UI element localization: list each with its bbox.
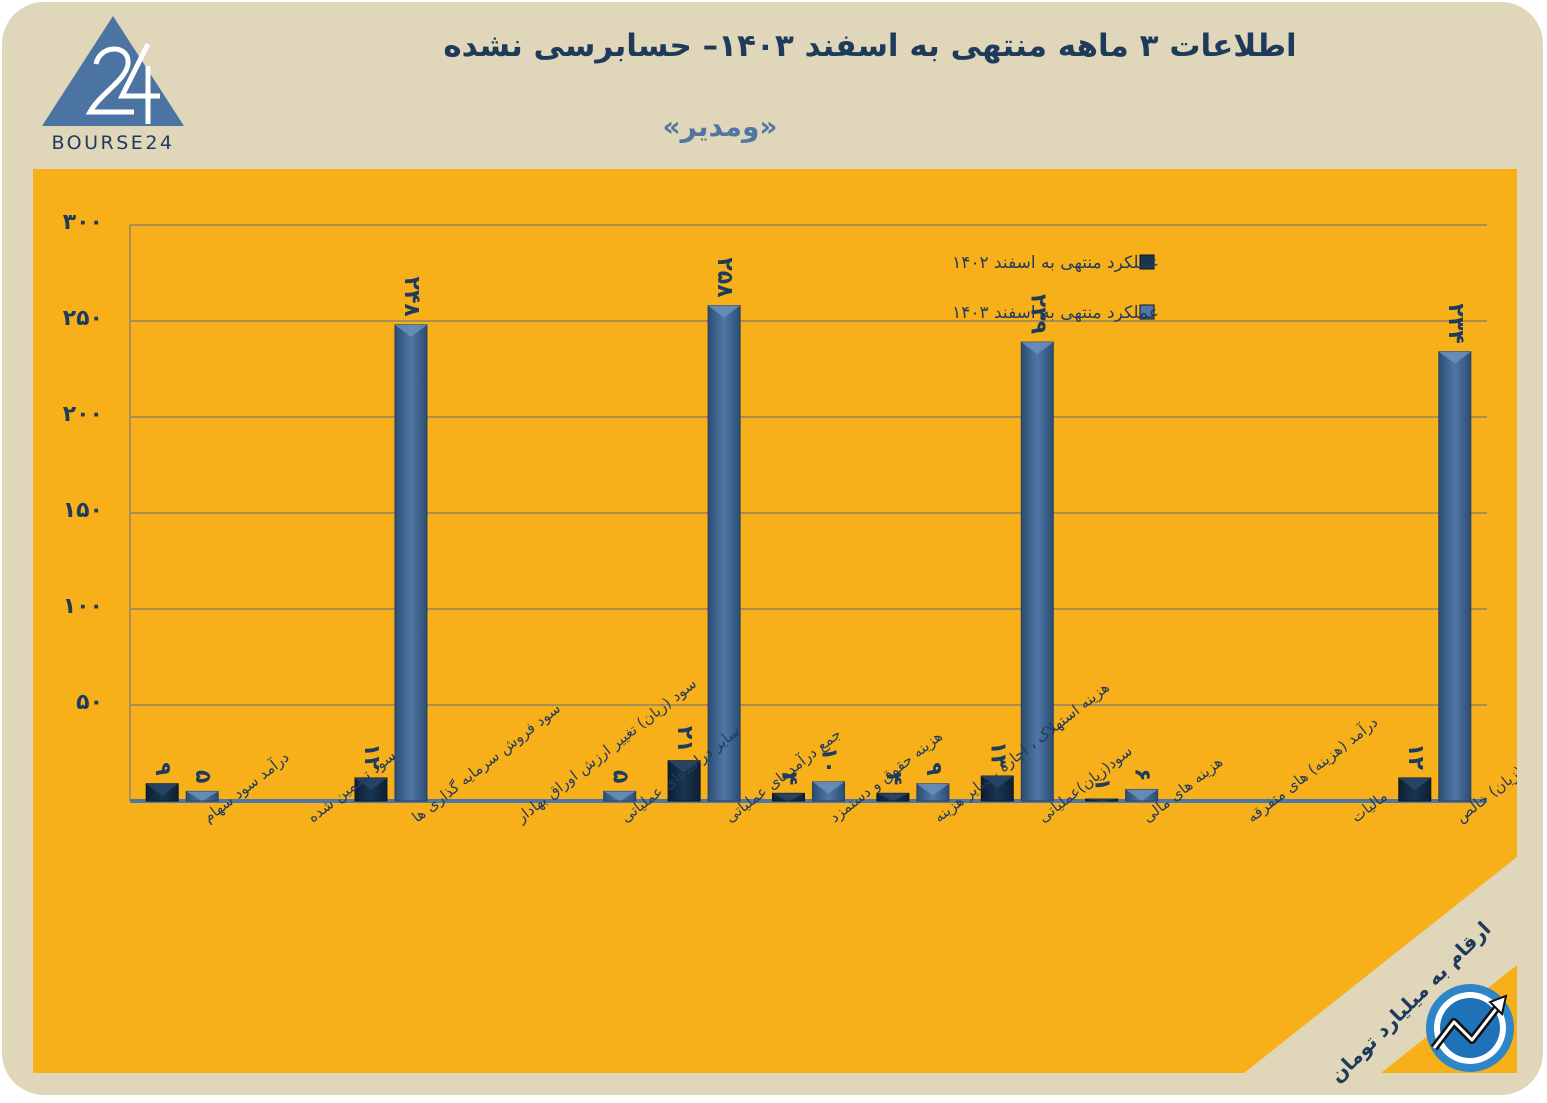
trend-arrow-icon [1426, 984, 1514, 1072]
value-label: ۲۴۸ [399, 277, 424, 318]
legend-swatch [1139, 304, 1155, 320]
bar-bevel [1438, 351, 1471, 364]
bar-bevel [1021, 342, 1054, 355]
chart-panel: ۵۰ ۱۰۰ ۱۵۰ ۲۰۰ ۲۵۰ ۳۰۰ ۹ ۱۲ ۲۱ ۴ ۴ ۱۳ ۱ ۱۲ ۵ ۲۴۸ ۵ ۲۵۸ ۱۰… [33, 169, 1517, 1073]
y-tick-label: ۲۰۰ [63, 402, 103, 427]
legend: عملکرد منتهی به اسفند ۱۴۰۲ عملکرد منتهی ب… [952, 253, 1159, 323]
value-label: ۱۲ [359, 743, 384, 770]
value-label: ۱۰ [817, 747, 842, 774]
y-tick-label: ۱۵۰ [63, 498, 103, 523]
bar-bevel [186, 791, 219, 801]
bar-bevel [981, 776, 1014, 789]
value-label: ۲۵۸ [712, 257, 737, 298]
value-label: ۲۳۹ [1025, 294, 1050, 334]
bar-bevel [1125, 789, 1158, 801]
bar-bevel [1398, 777, 1431, 790]
value-label: ۹ [921, 762, 946, 775]
y-tick-label: ۱۰۰ [63, 594, 103, 619]
bar-bevel [812, 781, 845, 794]
bar-bevel [354, 777, 387, 790]
y-tick-label: ۲۵۰ [63, 306, 103, 331]
bar-bevel [146, 783, 179, 796]
company-name: «ومدیر» [662, 110, 778, 143]
value-label: ۶ [1130, 768, 1155, 781]
value-label: ۱۲ [1403, 743, 1428, 770]
bar-bevel [708, 305, 741, 318]
gridlines [130, 224, 1487, 706]
bar-bevel [1085, 799, 1118, 801]
bar-chart: ۵۰ ۱۰۰ ۱۵۰ ۲۰۰ ۲۵۰ ۳۰۰ ۹ ۱۲ ۲۱ ۴ ۴ ۱۳ ۱ ۱۲ ۵ ۲۴۸ ۵ ۲۵۸ ۱۰… [63, 210, 1517, 827]
value-label: ۵ [190, 770, 215, 783]
value-label: ۱ [1090, 778, 1115, 791]
bourse24-logo [42, 16, 184, 126]
value-label: ۲۱ [672, 726, 697, 753]
value-label: ۵ [608, 770, 633, 783]
legend-label: عملکرد منتهی به اسفند ۱۴۰۳ [952, 303, 1159, 323]
note-band [1244, 857, 1517, 1073]
bar-bevel [668, 760, 701, 773]
value-label: ۴ [881, 772, 906, 785]
bar-bevel [772, 793, 805, 801]
value-label: ۱۳ [985, 741, 1010, 768]
bar [1438, 351, 1472, 802]
bar [1020, 341, 1054, 802]
legend-swatch [1139, 254, 1155, 270]
y-tick-label: ۳۰۰ [63, 210, 103, 235]
legend-label: عملکرد منتهی به اسفند ۱۴۰۲ [952, 253, 1159, 273]
value-label: ۴ [777, 772, 802, 785]
bar-bevel [603, 791, 636, 801]
bars [145, 305, 1472, 802]
value-labels: ۹ ۱۲ ۲۱ ۴ ۴ ۱۳ ۱ ۱۲ ۵ ۲۴۸ ۵ ۲۵۸ ۱۰ ۹ ۲۳۹ ۶ ۲۳۴ [150, 257, 1468, 791]
bar-bevel [394, 324, 427, 337]
bar-bevel [916, 783, 949, 796]
value-label: ۲۳۴ [1443, 303, 1468, 343]
y-tick-label: ۵۰ [76, 690, 103, 715]
bar-bevel [876, 793, 909, 801]
page-title: اطلاعات ۳ ماهه منتهی به اسفند ۱۴۰۳– حساب… [443, 28, 1297, 64]
value-label: ۹ [150, 762, 175, 775]
bar [707, 305, 741, 802]
logo-wordmark: BOURSE24 [51, 132, 175, 154]
